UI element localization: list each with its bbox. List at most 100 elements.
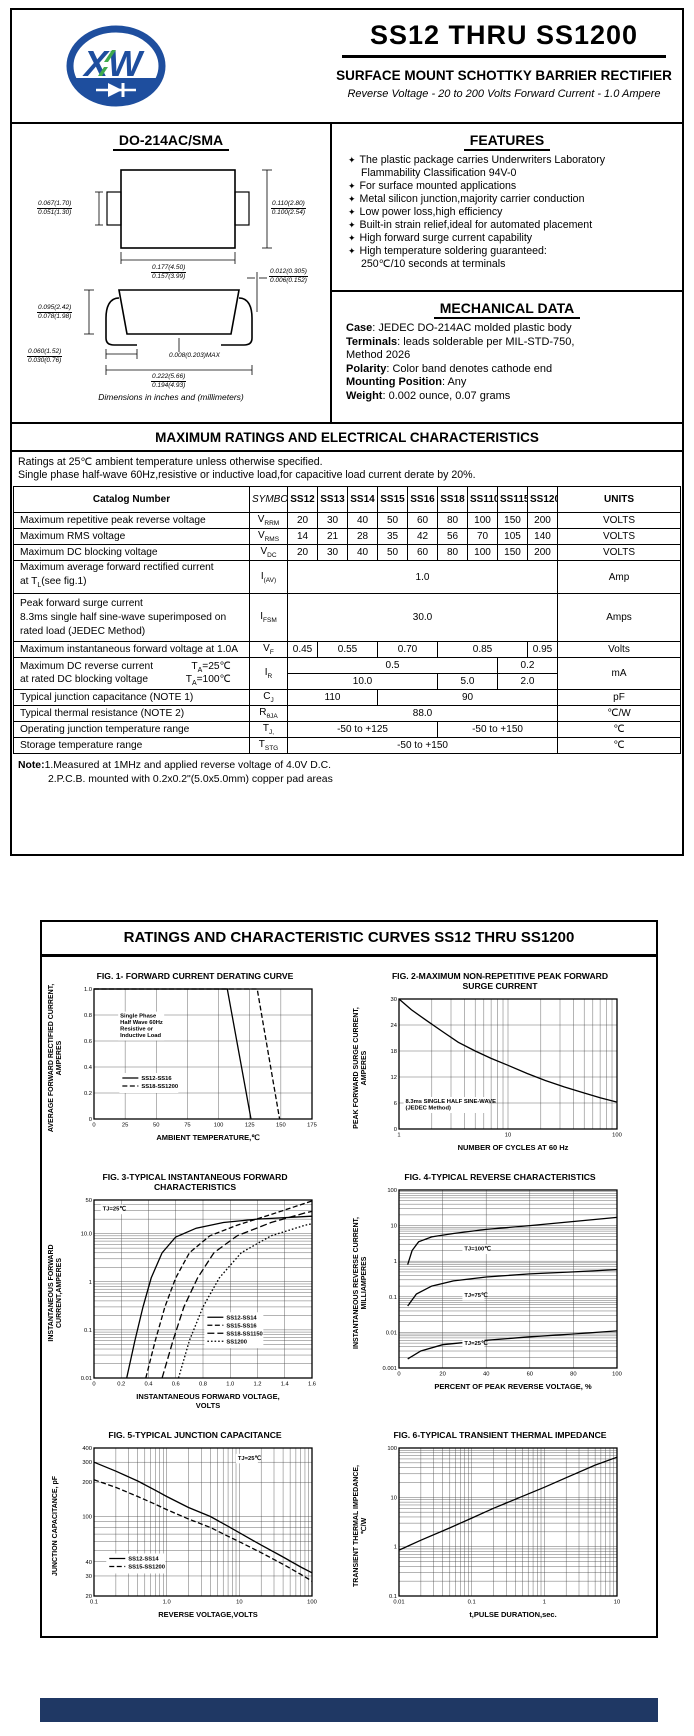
svg-text:SS1200: SS1200 bbox=[226, 1339, 247, 1345]
svg-text:0.8: 0.8 bbox=[84, 1013, 92, 1019]
row-units: Amps bbox=[557, 593, 681, 643]
cell: -50 to +125 bbox=[287, 721, 438, 739]
row-symbol: CJ bbox=[249, 689, 288, 707]
cell: 0.2 bbox=[497, 657, 558, 675]
header: X W SS12 THRU SS1200 SURFACE MOUNT SCHOT… bbox=[12, 10, 682, 124]
svg-text:0.6: 0.6 bbox=[172, 1382, 180, 1388]
svg-text:125: 125 bbox=[245, 1123, 255, 1129]
feature-item: ✦ The plastic package carries Underwriter… bbox=[348, 154, 606, 179]
row-symbol: VF bbox=[249, 641, 288, 659]
condition-line-2: Single phase half-wave 60Hz,resistive or… bbox=[18, 469, 476, 481]
svg-text:0.001: 0.001 bbox=[382, 1366, 397, 1372]
dim-body-width: 0.177(4.50) 0.157(3.99) bbox=[151, 264, 187, 280]
svg-text:1.0: 1.0 bbox=[84, 987, 92, 993]
bullet-icon: ✦ bbox=[348, 207, 356, 217]
svg-text:0: 0 bbox=[92, 1123, 95, 1129]
cell: 150 bbox=[497, 512, 528, 529]
svg-text:50: 50 bbox=[153, 1123, 159, 1129]
row-label: Maximum repetitive peak reverse voltage bbox=[13, 512, 250, 529]
ratings-table: Catalog Number SYMBOLS SS12 SS13 SS14 SS… bbox=[13, 486, 681, 755]
upper-split: DO-214AC/SMA bbox=[12, 124, 682, 424]
svg-text:0.01: 0.01 bbox=[393, 1600, 404, 1606]
dim-standoff: 0.008(0.203)MAX bbox=[169, 352, 220, 359]
row-symbol: RθJA bbox=[249, 705, 288, 723]
cell: 0.70 bbox=[377, 641, 438, 659]
svg-text:100: 100 bbox=[387, 1446, 397, 1452]
svg-text:100: 100 bbox=[307, 1600, 317, 1606]
figure-2-ylabel: PEAK FORWARD SURGE CURRENT, AMPERES bbox=[353, 1007, 368, 1129]
svg-text:SS12-SS14: SS12-SS14 bbox=[128, 1556, 159, 1562]
cell: 150 bbox=[497, 544, 528, 561]
svg-text:0.1: 0.1 bbox=[389, 1594, 397, 1600]
row-symbol: VDC bbox=[249, 544, 288, 561]
svg-text:SS18-SS1200: SS18-SS1200 bbox=[141, 1084, 178, 1090]
ratings-conditions: Ratings at 25℃ ambient temperature unles… bbox=[12, 452, 682, 486]
feature-item: ✦ Low power loss,high efficiency bbox=[348, 206, 503, 218]
svg-text:0.6: 0.6 bbox=[84, 1039, 92, 1045]
svg-text:0: 0 bbox=[394, 1127, 397, 1133]
table-row-ir-25: Maximum DC reverse current TA=25℃ at rate… bbox=[13, 657, 681, 691]
svg-text:TJ=25℃: TJ=25℃ bbox=[103, 1206, 127, 1213]
figure-2-canvas: 1 10 100 0 6 12 18 24 30 8.3ms SINGLE HALF SINE-W… bbox=[391, 997, 622, 1139]
device-col: SS13 bbox=[317, 486, 348, 513]
title-block: SS12 THRU SS1200 SURFACE MOUNT SCHOTTKY … bbox=[334, 18, 674, 100]
svg-text:10: 10 bbox=[505, 1133, 511, 1139]
row-label: Storage temperature range bbox=[13, 737, 250, 755]
bullet-icon: ✦ bbox=[348, 233, 356, 243]
cell: 60 bbox=[407, 512, 438, 529]
svg-text:1: 1 bbox=[89, 1280, 92, 1286]
note-line-2: 2.P.C.B. mounted with 0.2x0.2"(5.0x5.0mm… bbox=[48, 774, 333, 786]
cell: 40 bbox=[347, 544, 378, 561]
cell: 56 bbox=[437, 528, 468, 545]
figure-2: FIG. 2-MAXIMUM NON-REPETITIVE PEAK FORWA… bbox=[349, 971, 651, 1152]
svg-text:25: 25 bbox=[122, 1123, 128, 1129]
device-col: SS14 bbox=[347, 486, 378, 513]
svg-text:1: 1 bbox=[397, 1133, 400, 1139]
svg-text:TJ=100℃: TJ=100℃ bbox=[464, 1246, 491, 1253]
cell: 40 bbox=[347, 512, 378, 529]
svg-text:10: 10 bbox=[391, 1495, 397, 1501]
svg-text:100: 100 bbox=[214, 1123, 224, 1129]
figure-5-title: FIG. 5-TYPICAL JUNCTION CAPACITANCE bbox=[108, 1430, 282, 1440]
svg-text:1.2: 1.2 bbox=[253, 1382, 261, 1388]
cell: 42 bbox=[407, 528, 438, 545]
mech-polarity: Polarity: Color band denotes cathode end bbox=[346, 362, 553, 375]
cell: 60 bbox=[407, 544, 438, 561]
row-units: VOLTS bbox=[557, 528, 681, 545]
svg-text:18: 18 bbox=[391, 1049, 397, 1055]
svg-text:100: 100 bbox=[612, 1133, 622, 1139]
svg-text:0: 0 bbox=[92, 1382, 95, 1388]
curves-frame: RATINGS AND CHARACTERISTIC CURVES SS12 T… bbox=[40, 920, 658, 1638]
svg-text:60: 60 bbox=[527, 1372, 533, 1378]
cell: 110 bbox=[287, 689, 378, 707]
row-units: ℃ bbox=[557, 737, 681, 755]
cell: 20 bbox=[287, 512, 318, 529]
row-units: ℃ bbox=[557, 721, 681, 739]
cell: 0.85 bbox=[437, 641, 528, 659]
dim-package-height: 0.095(2.42) 0.078(1.98) bbox=[37, 304, 73, 320]
mech-case: Case: JEDEC DO-214AC molded plastic body bbox=[346, 322, 572, 334]
features-title: FEATURES bbox=[332, 124, 682, 151]
svg-text:0: 0 bbox=[397, 1372, 400, 1378]
row-units: Volts bbox=[557, 641, 681, 659]
svg-text:TJ=25℃: TJ=25℃ bbox=[464, 1340, 488, 1347]
table-header-row: Catalog Number SYMBOLS SS12 SS13 SS14 SS… bbox=[13, 486, 681, 513]
bullet-icon: ✦ bbox=[348, 194, 356, 204]
figure-1-xlabel: AMBIENT TEMPERATURE,℃ bbox=[156, 1133, 260, 1142]
figure-2-title: FIG. 2-MAXIMUM NON-REPETITIVE PEAK FORWA… bbox=[391, 971, 609, 991]
package-outline-drawing bbox=[84, 169, 272, 375]
cell: 200 bbox=[527, 544, 558, 561]
row-units: ℃/W bbox=[557, 705, 681, 723]
page1-frame: X W SS12 THRU SS1200 SURFACE MOUNT SCHOT… bbox=[10, 8, 684, 856]
feature-item: ✦ High temperature soldering guaranteed: … bbox=[348, 245, 547, 270]
feature-item: ✦ Built-in strain relief,ideal for automa… bbox=[348, 219, 593, 231]
bullet-icon: ✦ bbox=[348, 155, 356, 165]
figure-3: FIG. 3-TYPICAL INSTANTANEOUS FORWARD CHA… bbox=[44, 1172, 346, 1410]
device-col: SS110 bbox=[467, 486, 498, 513]
svg-text:1.6: 1.6 bbox=[308, 1382, 316, 1388]
row-units: Amp bbox=[557, 559, 681, 595]
footer-bar bbox=[40, 1698, 658, 1722]
mech-weight: Weight: 0.002 ounce, 0.07 grams bbox=[346, 389, 511, 402]
cell: -50 to +150 bbox=[287, 737, 558, 755]
symbols-header: SYMBOLS bbox=[249, 486, 288, 513]
